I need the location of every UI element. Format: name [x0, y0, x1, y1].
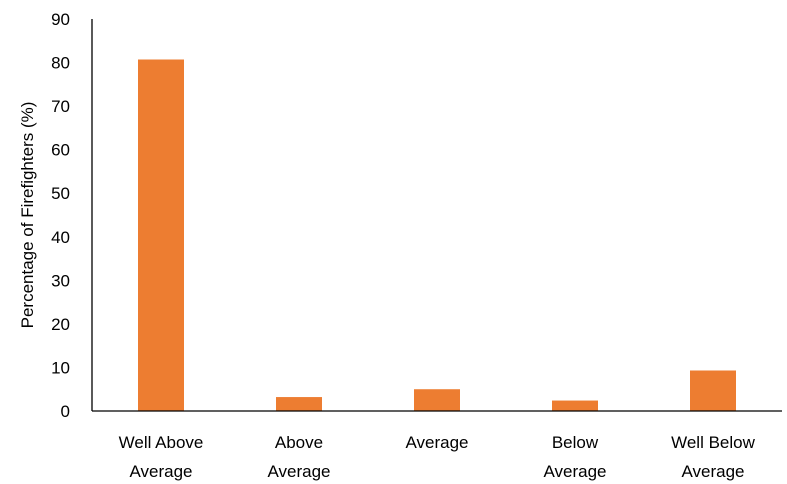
y-tick-label: 10: [51, 358, 70, 377]
x-category-label: Above Average: [267, 433, 330, 481]
bar: [276, 397, 322, 411]
y-tick-label: 40: [51, 228, 70, 247]
x-category-label: Well Above Average: [119, 433, 204, 481]
y-tick-label: 30: [51, 271, 70, 290]
y-tick-label: 20: [51, 315, 70, 334]
y-axis-ticks: 0 10 20 30 40 50 60 70 80 90: [51, 10, 70, 421]
x-category-label: Average: [405, 433, 468, 452]
bar: [414, 389, 460, 411]
y-tick-label: 80: [51, 54, 70, 73]
y-axis-title: Percentage of Firefighters (%): [18, 102, 37, 329]
x-category-label: Well Below Average: [671, 433, 755, 481]
x-category-label: Below Average: [543, 433, 606, 481]
y-tick-label: 50: [51, 184, 70, 203]
y-tick-label: 0: [61, 402, 70, 421]
bar: [552, 400, 598, 411]
x-axis-categories: Well Above Average Above Average Average Belo…: [119, 433, 756, 481]
y-tick-label: 90: [51, 10, 70, 29]
bars: [138, 59, 736, 412]
y-tick-label: 60: [51, 141, 70, 160]
bar: [690, 370, 736, 411]
y-tick-label: 70: [51, 97, 70, 116]
bar: [138, 59, 184, 412]
